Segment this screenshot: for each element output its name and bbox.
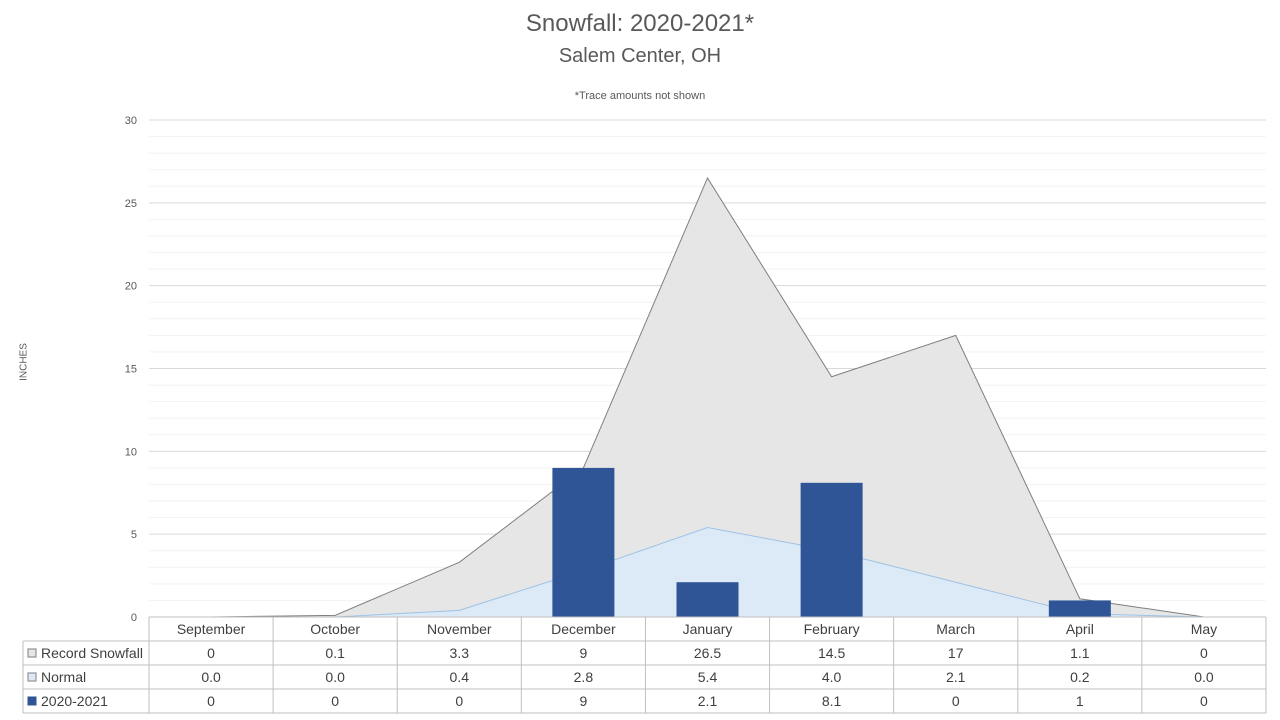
bar-april: [1048, 600, 1111, 617]
category-label-september: September: [177, 621, 246, 637]
data-cell: 1: [1076, 693, 1084, 709]
data-cell: 9: [579, 693, 587, 709]
data-cell: 9: [579, 645, 587, 661]
data-cell: 0.1: [325, 645, 345, 661]
data-cell: 0: [455, 693, 463, 709]
data-cell: 0: [331, 693, 339, 709]
data-cell: 26.5: [694, 645, 721, 661]
y-tick-label: 25: [125, 198, 137, 210]
y-tick-label: 15: [125, 364, 137, 376]
bar-february: [800, 482, 863, 617]
data-cell: 0: [952, 693, 960, 709]
area-line-0: [211, 176, 1205, 618]
data-cell: 0.0: [201, 669, 221, 685]
data-cell: 0.4: [450, 669, 470, 685]
bar-january: [676, 582, 739, 617]
data-cell: 0.0: [325, 669, 345, 685]
area-line-1: [211, 527, 1204, 618]
legend-swatch-2: [27, 696, 37, 706]
data-cell: 2.1: [946, 669, 966, 685]
data-cell: 4.0: [822, 669, 842, 685]
category-label-january: January: [683, 621, 733, 637]
y-tick-label: 5: [131, 529, 137, 541]
y-tick-label: 30: [125, 115, 137, 127]
legend-label-0: Record Snowfall: [41, 645, 143, 661]
category-label-december: December: [551, 621, 616, 637]
data-cell: 0: [1200, 693, 1208, 709]
data-cell: 1.1: [1070, 645, 1090, 661]
area-1: [211, 527, 1204, 617]
data-cell: 8.1: [822, 693, 842, 709]
category-label-april: April: [1066, 621, 1094, 637]
area-0: [211, 177, 1204, 617]
y-tick-label: 20: [125, 281, 137, 293]
data-cell: 2.1: [698, 693, 718, 709]
category-label-november: November: [427, 621, 492, 637]
data-cell: 17: [948, 645, 964, 661]
category-label-march: March: [936, 621, 975, 637]
data-cell: 3.3: [450, 645, 470, 661]
data-cell: 0: [207, 693, 215, 709]
legend-swatch-0: [27, 648, 37, 658]
data-cell: 14.5: [818, 645, 845, 661]
data-cell: 5.4: [698, 669, 718, 685]
data-cell: 0.0: [1194, 669, 1214, 685]
bar-december: [552, 467, 615, 617]
chart-note: *Trace amounts not shown: [574, 90, 706, 102]
y-tick-label: 10: [125, 446, 137, 458]
data-cell: 0: [1200, 645, 1208, 661]
chart-subtitle: Salem Center, OH: [558, 45, 722, 67]
legend-swatch-1: [27, 672, 37, 682]
category-label-february: February: [804, 621, 860, 637]
legend-label-1: Normal: [41, 669, 86, 685]
category-label-may: May: [1191, 621, 1217, 637]
chart-title: Snowfall: 2020-2021*: [525, 10, 755, 37]
legend-label-2: 2020-2021: [41, 693, 108, 709]
y-tick-label: 0: [131, 612, 137, 624]
category-label-october: October: [310, 621, 360, 637]
data-cell: 0.2: [1070, 669, 1090, 685]
data-cell: 0: [207, 645, 215, 661]
data-cell: 2.8: [574, 669, 594, 685]
